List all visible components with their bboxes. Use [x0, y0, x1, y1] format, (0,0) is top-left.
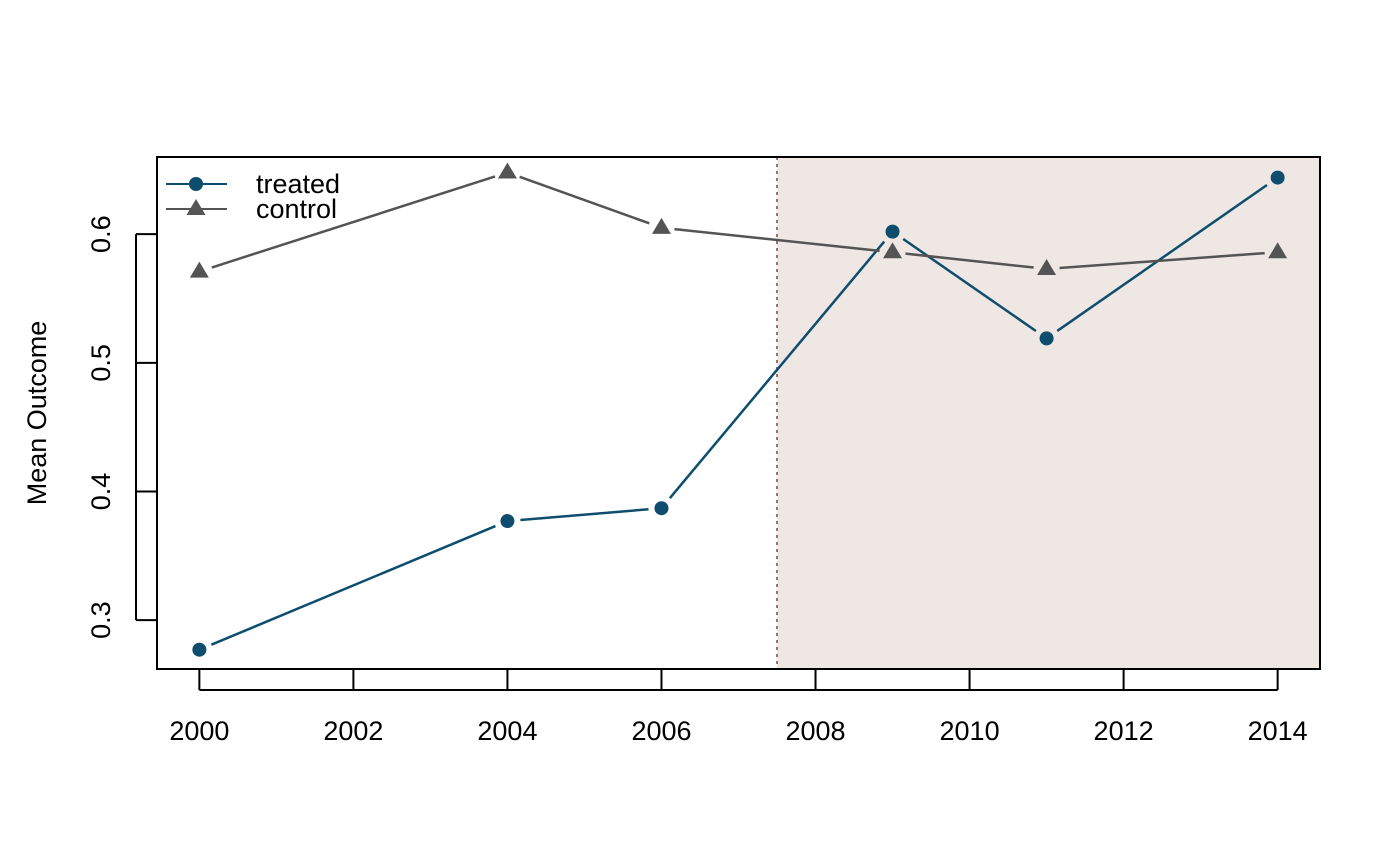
control-segment [905, 252, 1034, 269]
treated-segment [668, 240, 886, 500]
legend-label: treated [256, 169, 340, 199]
y-axis: 0.3 0.4 0.5 0.6 [86, 215, 157, 639]
x-tick-label: 2008 [785, 716, 845, 746]
control-point [189, 261, 209, 278]
treated-point [500, 514, 515, 529]
x-tick-label: 2000 [169, 716, 229, 746]
y-tick-label: 0.5 [86, 344, 116, 382]
x-tick-label: 2012 [1094, 716, 1154, 746]
treated-point [192, 642, 207, 657]
treated-point [654, 501, 669, 516]
series-treated [192, 170, 1285, 657]
y-tick-label: 0.4 [86, 473, 116, 511]
x-tick-label: 2006 [631, 716, 691, 746]
series-control [189, 162, 1288, 278]
x-tick-label: 2014 [1248, 716, 1308, 746]
control-segment [519, 175, 650, 225]
control-point [883, 242, 903, 259]
x-tick-label: 2002 [323, 716, 383, 746]
treated-segment [1056, 183, 1268, 332]
control-point [497, 162, 517, 179]
legend-item-treated: treated [166, 169, 340, 199]
treated-point [1039, 331, 1054, 346]
control-point [651, 217, 671, 234]
legend-marker [186, 199, 206, 215]
x-tick-label: 2004 [477, 716, 537, 746]
control-point [1268, 242, 1288, 259]
treated-segment [902, 237, 1037, 333]
treated-point [1270, 170, 1285, 185]
treated-segment [210, 524, 496, 646]
treated-point [885, 224, 900, 239]
y-axis-title: Mean Outcome [22, 321, 52, 506]
control-segment [1059, 251, 1265, 270]
x-axis: 2000 2002 2004 2006 2008 2010 2012 2014 [169, 668, 1308, 746]
control-point [1037, 258, 1057, 275]
control-segment [211, 175, 496, 269]
y-tick-label: 0.3 [86, 601, 116, 639]
legend-item-control: control [166, 194, 337, 224]
treatment-period-shade [777, 157, 1320, 669]
series-layer [189, 162, 1288, 657]
legend-label: control [256, 194, 337, 224]
y-tick-label: 0.6 [86, 215, 116, 253]
treated-segment [520, 508, 649, 522]
plot-frame [156, 156, 1321, 670]
control-segment [674, 227, 880, 253]
x-tick-label: 2010 [940, 716, 1000, 746]
legend-marker [189, 177, 203, 191]
